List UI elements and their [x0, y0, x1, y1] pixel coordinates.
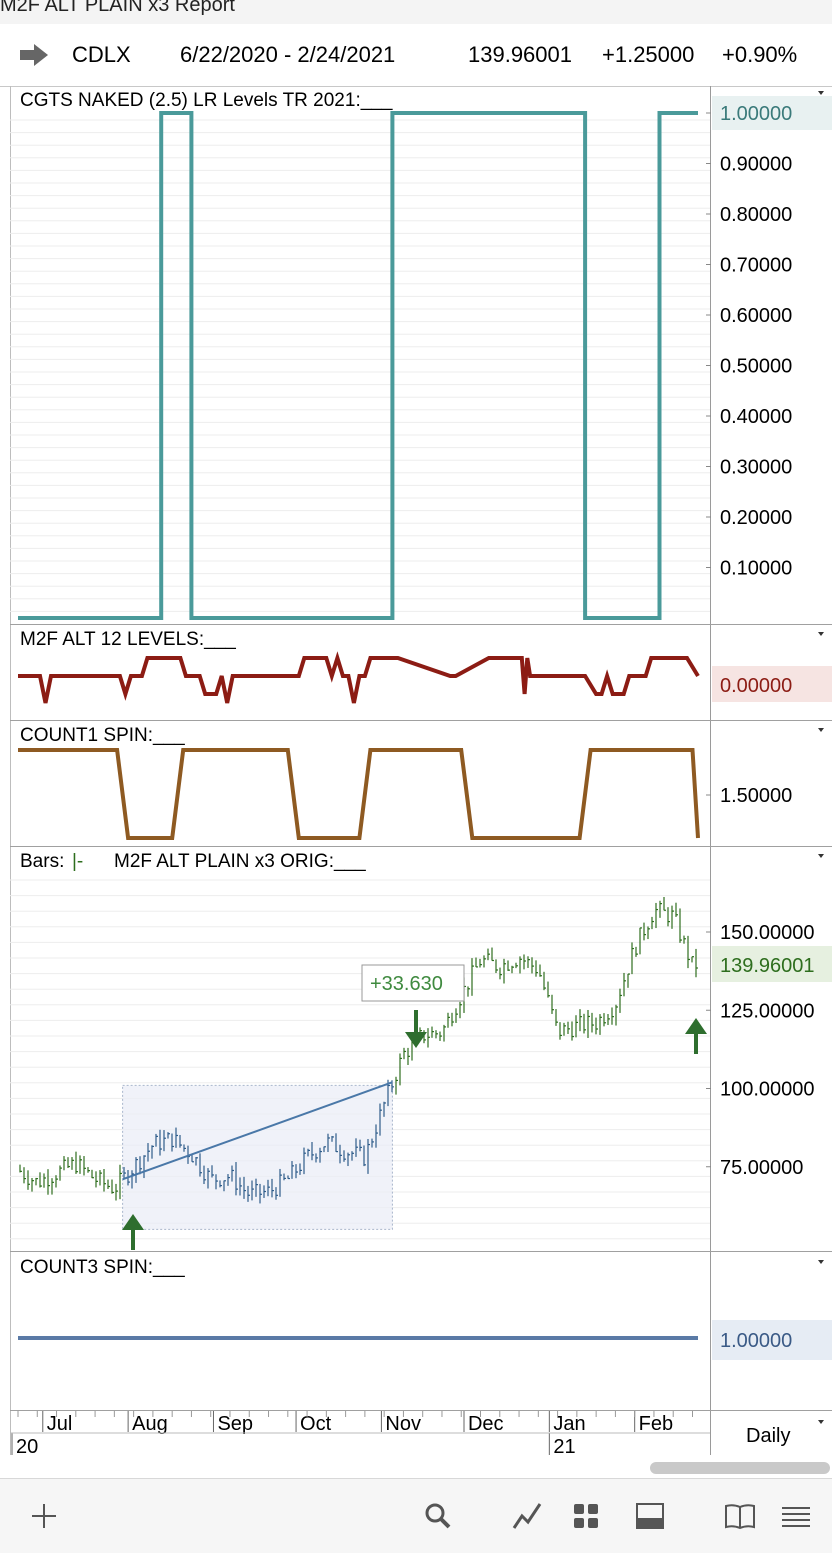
bottom-toolbar — [0, 1478, 832, 1553]
period-menu-icon[interactable] — [818, 1420, 824, 1424]
month-label: Jul — [47, 1413, 73, 1435]
search-icon[interactable] — [418, 1496, 458, 1536]
add-icon[interactable] — [24, 1496, 64, 1536]
ytick-label: 0.80000 — [720, 204, 792, 226]
current-value-count3: 1.00000 — [720, 1330, 792, 1352]
panel-menu-icon[interactable] — [818, 91, 824, 95]
period-label[interactable]: Daily — [746, 1425, 790, 1447]
chart-area[interactable]: CGTS NAKED (2.5) LR Levels TR 2021:___ 0… — [0, 86, 832, 1478]
ytick-label: 150.00000 — [720, 922, 815, 944]
series-line-cgts — [18, 111, 698, 620]
panel-title-m2f-levels: M2F ALT 12 LEVELS:___ — [20, 629, 236, 650]
ytick-label: 0.50000 — [720, 356, 792, 378]
window-title: M2F ALT PLAIN x3 Report — [0, 0, 235, 16]
panel-menu-icon[interactable] — [818, 1260, 824, 1264]
ytick-label: 0.70000 — [720, 255, 792, 277]
value-tag-price — [712, 946, 832, 982]
ytick-label: 100.00000 — [720, 1079, 815, 1101]
panel-price-bars[interactable]: Bars: |- M2F ALT PLAIN x3 ORIG:___ 150.0… — [10, 851, 832, 1250]
month-label: Jan — [553, 1413, 585, 1435]
price-change-percent: +0.90% — [722, 42, 798, 67]
panel-menu-icon[interactable] — [818, 854, 824, 858]
ytick-label: 0.20000 — [720, 507, 792, 529]
month-label: Nov — [385, 1413, 421, 1435]
grid-layout-icon[interactable] — [566, 1496, 606, 1536]
panel-m2f-alt-12[interactable]: M2F ALT 12 LEVELS:___ 0.00000 — [18, 629, 832, 704]
panel-title-m2f-plain: M2F ALT PLAIN x3 ORIG:___ — [114, 851, 366, 872]
ytick-label: 125.00000 — [720, 1000, 815, 1022]
month-label: Dec — [468, 1413, 504, 1435]
ytick-label: 0.30000 — [720, 457, 792, 479]
menu-icon[interactable] — [776, 1496, 816, 1536]
measure-label: +33.630 — [370, 973, 443, 995]
arrow-right-icon[interactable] — [20, 44, 50, 66]
book-icon[interactable] — [720, 1496, 760, 1536]
last-price: 139.96001 — [468, 42, 572, 67]
ytick-label: 75.00000 — [720, 1157, 803, 1179]
year-label: 20 — [16, 1436, 38, 1458]
current-value-m2f-levels: 0.00000 — [720, 675, 792, 697]
up-arrow-icon — [685, 1018, 707, 1054]
panel-title-bars-prefix: Bars: — [20, 851, 64, 872]
horizontal-scrollbar[interactable] — [650, 1462, 830, 1474]
value-tag-cgts — [712, 96, 832, 130]
panel-count1-spin[interactable]: COUNT1 SPIN:___ 1.50000 — [18, 725, 824, 840]
ytick-label: 0.10000 — [720, 558, 792, 580]
month-label: Feb — [639, 1413, 673, 1435]
panel-layout-icon[interactable] — [630, 1496, 670, 1536]
ytick-label: 0.40000 — [720, 406, 792, 428]
down-arrow-icon — [405, 1010, 427, 1048]
month-label: Sep — [217, 1413, 253, 1435]
current-value-cgts: 1.00000 — [720, 103, 792, 125]
bar-style-glyph: |- — [72, 851, 83, 872]
ytick-label: 0.60000 — [720, 305, 792, 327]
panel-title-count3: COUNT3 SPIN:___ — [20, 1257, 185, 1278]
symbol-bar: CDLX 6/22/2020 - 2/24/2021 139.96001 +1.… — [0, 24, 832, 87]
line-chart-icon[interactable] — [508, 1496, 548, 1536]
year-label: 21 — [553, 1436, 575, 1458]
ytick-label-count1: 1.50000 — [720, 785, 792, 807]
current-value-price: 139.96001 — [720, 955, 815, 977]
up-arrow-icon — [122, 1214, 144, 1250]
date-range: 6/22/2020 - 2/24/2021 — [180, 42, 396, 67]
month-label: Oct — [300, 1413, 332, 1435]
price-change: +1.25000 — [602, 42, 695, 67]
panel-menu-icon[interactable] — [818, 728, 824, 732]
symbol-ticker[interactable]: CDLX — [72, 42, 131, 67]
value-tag-m2f-levels — [712, 666, 832, 702]
panel-title-count1: COUNT1 SPIN:___ — [20, 725, 185, 746]
window-title-bar: M2F ALT PLAIN x3 Report — [0, 0, 832, 24]
panel-title-cgts: CGTS NAKED (2.5) LR Levels TR 2021:___ — [20, 90, 393, 111]
time-axis[interactable]: Jul Aug Sep Oct Nov Dec Jan Feb 20 21 — [10, 1411, 710, 1458]
panel-menu-icon[interactable] — [818, 632, 824, 636]
series-line-m2f-levels — [18, 651, 700, 704]
measure-label-box — [361, 964, 465, 1002]
measure-trend-line — [122, 1081, 393, 1181]
series-line-count1 — [18, 748, 700, 840]
panel-count3-spin[interactable]: COUNT3 SPIN:___ 1.00000 — [18, 1257, 832, 1360]
month-label: Aug — [132, 1413, 168, 1435]
panel-cgts-naked[interactable]: CGTS NAKED (2.5) LR Levels TR 2021:___ 0… — [10, 90, 832, 620]
ytick-label: 0.90000 — [720, 154, 792, 176]
value-tag-count3 — [712, 1320, 832, 1360]
